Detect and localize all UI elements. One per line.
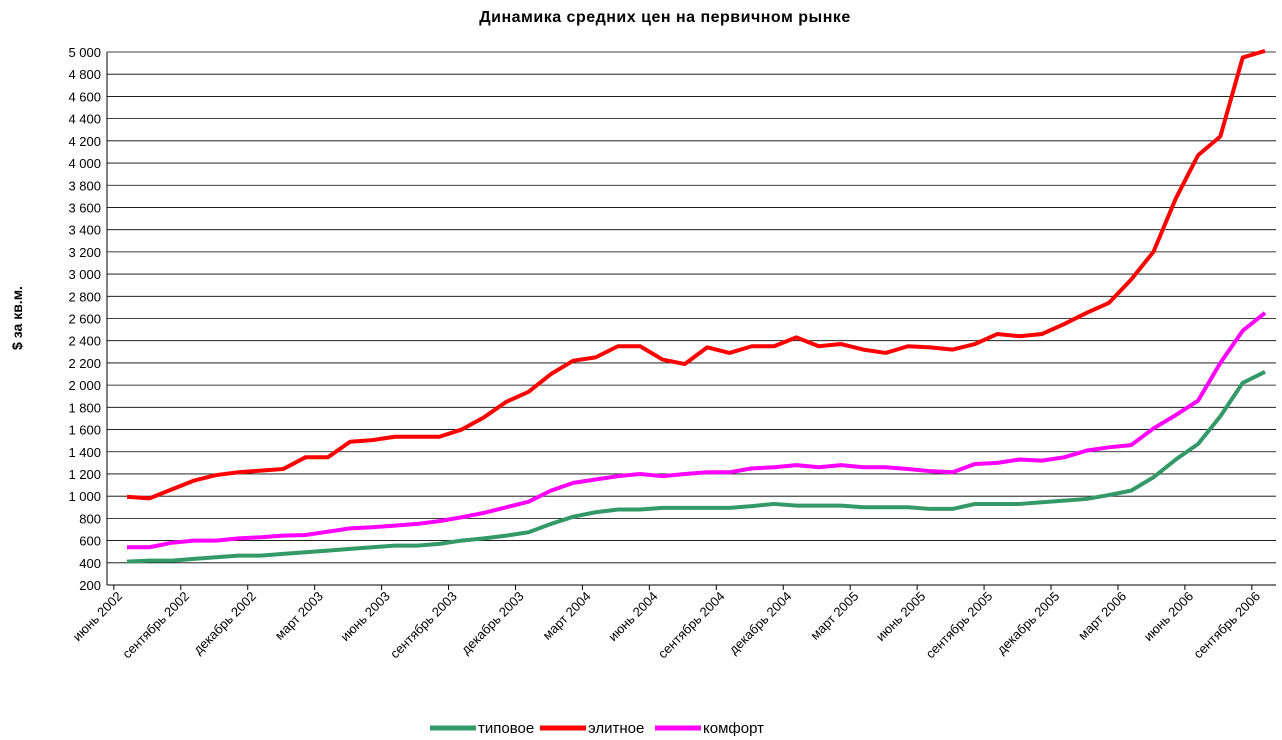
y-tick-label: 3 600 [68,200,101,215]
x-tick-label: июнь 2003 [337,589,393,645]
y-tick-label: 1 600 [68,423,101,438]
x-tick-label: сентябрь 2002 [119,589,192,662]
y-tick-label: 3 200 [68,245,101,260]
y-tick-label: 2 600 [68,312,101,327]
x-tick-label: июнь 2006 [1141,589,1197,645]
x-tick-label: июнь 2004 [605,589,661,645]
y-tick-label: 3 000 [68,267,101,282]
y-tick-label: 4 000 [68,156,101,171]
x-tick-label: март 2003 [272,589,326,643]
y-tick-label: 2 000 [68,378,101,393]
x-tick-label: июнь 2005 [873,589,929,645]
series-line [126,370,1266,564]
x-tick-label: июнь 2002 [70,589,126,645]
x-tick-label: март 2004 [540,589,594,643]
x-tick-label: декабрь 2003 [458,589,527,658]
y-tick-label: 2 400 [68,334,101,349]
y-tick-label: 1 800 [68,400,101,415]
y-tick-label: 4 200 [68,134,101,149]
y-tick-label: 600 [79,534,101,549]
x-tick-label: март 2006 [1075,589,1129,643]
y-tick-label: 4 400 [68,112,101,127]
x-tick-label: декабрь 2002 [190,589,259,658]
x-tick-label: сентябрь 2005 [923,589,996,662]
x-tick-label: март 2005 [807,589,861,643]
x-tick-label: сентябрь 2004 [655,589,728,662]
series-line [126,48,1266,501]
y-tick-label: 2 200 [68,356,101,371]
x-tick-label: сентябрь 2006 [1190,589,1263,662]
legend-label: комфорт [703,720,764,737]
x-tick-label: декабрь 2004 [726,589,795,658]
y-tick-label: 1 400 [68,445,101,460]
y-tick-label: 3 800 [68,178,101,193]
y-tick-label: 5 000 [68,45,101,60]
y-tick-label: 800 [79,511,101,526]
y-tick-label: 1 200 [68,467,101,482]
y-tick-label: 2 800 [68,289,101,304]
y-tick-label: 4 800 [68,67,101,82]
y-tick-label: 1 000 [68,489,101,504]
y-tick-label: 200 [79,578,101,593]
legend-label: элитное [588,720,644,737]
chart-title: Динамика средних цен на первичном рынке [479,9,851,26]
y-axis-label: $ за кв.м. [9,286,25,350]
series-line [127,311,1267,550]
y-tick-label: 400 [79,556,101,571]
y-tick-label: 3 400 [68,223,101,238]
x-tick-label: сентябрь 2003 [387,589,460,662]
x-tick-label: декабрь 2005 [994,589,1063,658]
legend-label: типовое [478,720,534,737]
y-tick-label: 4 600 [68,89,101,104]
